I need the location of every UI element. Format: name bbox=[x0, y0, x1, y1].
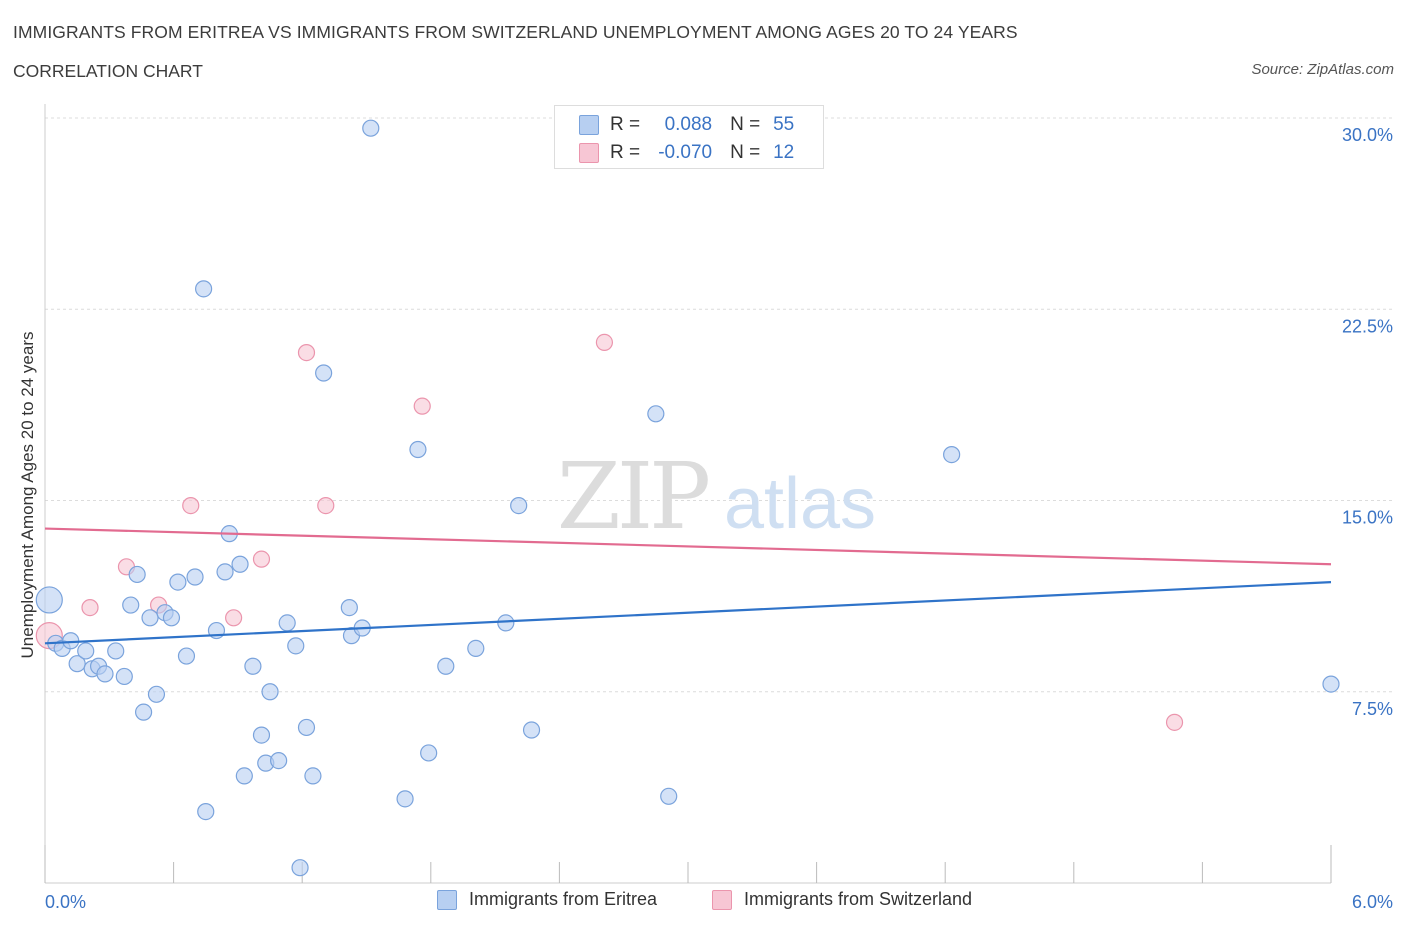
n-label: N = bbox=[730, 142, 761, 163]
eritrea-point bbox=[291, 859, 309, 877]
eritrea-point bbox=[1322, 675, 1340, 693]
switzerland-point bbox=[225, 609, 243, 627]
eritrea-swatch bbox=[579, 115, 599, 135]
n-label: N = bbox=[730, 114, 761, 135]
switzerland-swatch bbox=[579, 143, 599, 163]
eritrea-point bbox=[278, 614, 296, 632]
eritrea-point bbox=[169, 573, 187, 591]
eritrea-points bbox=[35, 119, 1340, 877]
eritrea-point bbox=[270, 751, 288, 770]
x-tick-label: 6.0% bbox=[1352, 892, 1393, 912]
eritrea-point bbox=[141, 609, 159, 627]
y-tick-label: 30.0% bbox=[1342, 125, 1393, 145]
switzerland-point bbox=[182, 497, 200, 515]
eritrea-point bbox=[68, 655, 86, 673]
r-label: R = bbox=[610, 142, 641, 163]
eritrea-point bbox=[107, 642, 125, 660]
switzerland-point bbox=[1165, 713, 1184, 731]
chart-subtitle: CORRELATION CHART bbox=[13, 61, 203, 81]
y-tick-label: 15.0% bbox=[1342, 508, 1393, 528]
y-axis-label: Unemployment Among Ages 20 to 24 years bbox=[18, 331, 37, 659]
eritrea-point bbox=[660, 787, 678, 805]
switzerland-r-value: -0.070 bbox=[658, 142, 713, 163]
eritrea-point bbox=[216, 563, 234, 581]
switzerland-point bbox=[252, 550, 271, 568]
eritrea-trend-line bbox=[44, 581, 1332, 645]
legend-row-switzerland: R = -0.070 N = 12 bbox=[579, 142, 794, 164]
switzerland-point bbox=[81, 598, 99, 617]
r-label: R = bbox=[610, 114, 641, 135]
watermark: ZIP atlas bbox=[557, 443, 876, 550]
eritrea-point bbox=[943, 446, 961, 464]
eritrea-point bbox=[497, 614, 515, 632]
eritrea-point bbox=[437, 657, 455, 675]
eritrea-point bbox=[647, 405, 665, 423]
eritrea-point bbox=[244, 657, 262, 675]
eritrea-point bbox=[297, 718, 316, 737]
eritrea-legend-label: Immigrants from Eritrea bbox=[469, 889, 658, 909]
eritrea-point bbox=[467, 639, 485, 658]
eritrea-point bbox=[128, 565, 146, 584]
eritrea-point bbox=[197, 802, 215, 821]
eritrea-point bbox=[420, 744, 438, 762]
legend-row-eritrea: R = 0.088 N = 55 bbox=[579, 114, 794, 136]
eritrea-n-value: 55 bbox=[773, 114, 795, 135]
switzerland-n-value: 12 bbox=[773, 142, 795, 163]
eritrea-point bbox=[195, 280, 213, 298]
tick-labels: 7.5% 15.0% 22.5% 30.0% 0.0% 6.0% bbox=[45, 125, 1393, 912]
eritrea-point bbox=[177, 647, 196, 665]
eritrea-point bbox=[261, 683, 279, 701]
eritrea-point bbox=[362, 119, 380, 137]
gridlines bbox=[45, 117, 1392, 693]
eritrea-point bbox=[287, 637, 305, 655]
eritrea-point bbox=[162, 609, 181, 627]
legend-item-switzerland[interactable]: Immigrants from Switzerland bbox=[712, 889, 972, 910]
x-tick-label: 0.0% bbox=[45, 892, 86, 912]
eritrea-point bbox=[231, 555, 249, 573]
eritrea-legend-swatch bbox=[437, 889, 457, 910]
switzerland-trend-line bbox=[44, 527, 1332, 566]
eritrea-point bbox=[340, 598, 358, 617]
chart-title: IMMIGRANTS FROM ERITREA VS IMMIGRANTS FR… bbox=[13, 22, 1018, 42]
source-credit: Source: ZipAtlas.com bbox=[1251, 61, 1394, 78]
eritrea-r-value: 0.088 bbox=[664, 114, 713, 135]
eritrea-point bbox=[96, 665, 114, 683]
trend-lines bbox=[44, 527, 1332, 645]
eritrea-point bbox=[396, 790, 414, 808]
eritrea-point bbox=[186, 568, 204, 586]
switzerland-point bbox=[413, 397, 431, 415]
eritrea-point bbox=[115, 667, 133, 686]
correlation-legend: R = 0.088 N = 55 R = -0.070 N = 12 bbox=[554, 105, 824, 169]
eritrea-point bbox=[315, 364, 333, 382]
eritrea-point bbox=[510, 497, 528, 515]
eritrea-point bbox=[122, 596, 140, 614]
switzerland-legend-label: Immigrants from Switzerland bbox=[744, 889, 973, 909]
eritrea-point bbox=[134, 703, 153, 721]
switzerland-point bbox=[595, 333, 614, 351]
y-tick-label: 7.5% bbox=[1352, 699, 1393, 719]
y-tick-label: 22.5% bbox=[1342, 316, 1393, 336]
eritrea-point bbox=[35, 586, 63, 614]
legend-item-eritrea[interactable]: Immigrants from Eritrea bbox=[437, 889, 657, 910]
eritrea-point bbox=[77, 642, 95, 660]
switzerland-point bbox=[317, 497, 335, 515]
switzerland-point bbox=[297, 344, 316, 362]
eritrea-point bbox=[409, 440, 427, 459]
eritrea-point bbox=[235, 767, 253, 785]
watermark-atlas: atlas bbox=[724, 464, 876, 544]
eritrea-point bbox=[252, 726, 271, 744]
switzerland-legend-swatch bbox=[712, 889, 732, 910]
axes bbox=[44, 104, 1332, 884]
eritrea-point bbox=[304, 767, 322, 785]
eritrea-point bbox=[147, 685, 166, 703]
watermark-zip: ZIP bbox=[557, 443, 708, 550]
eritrea-point bbox=[522, 721, 541, 739]
